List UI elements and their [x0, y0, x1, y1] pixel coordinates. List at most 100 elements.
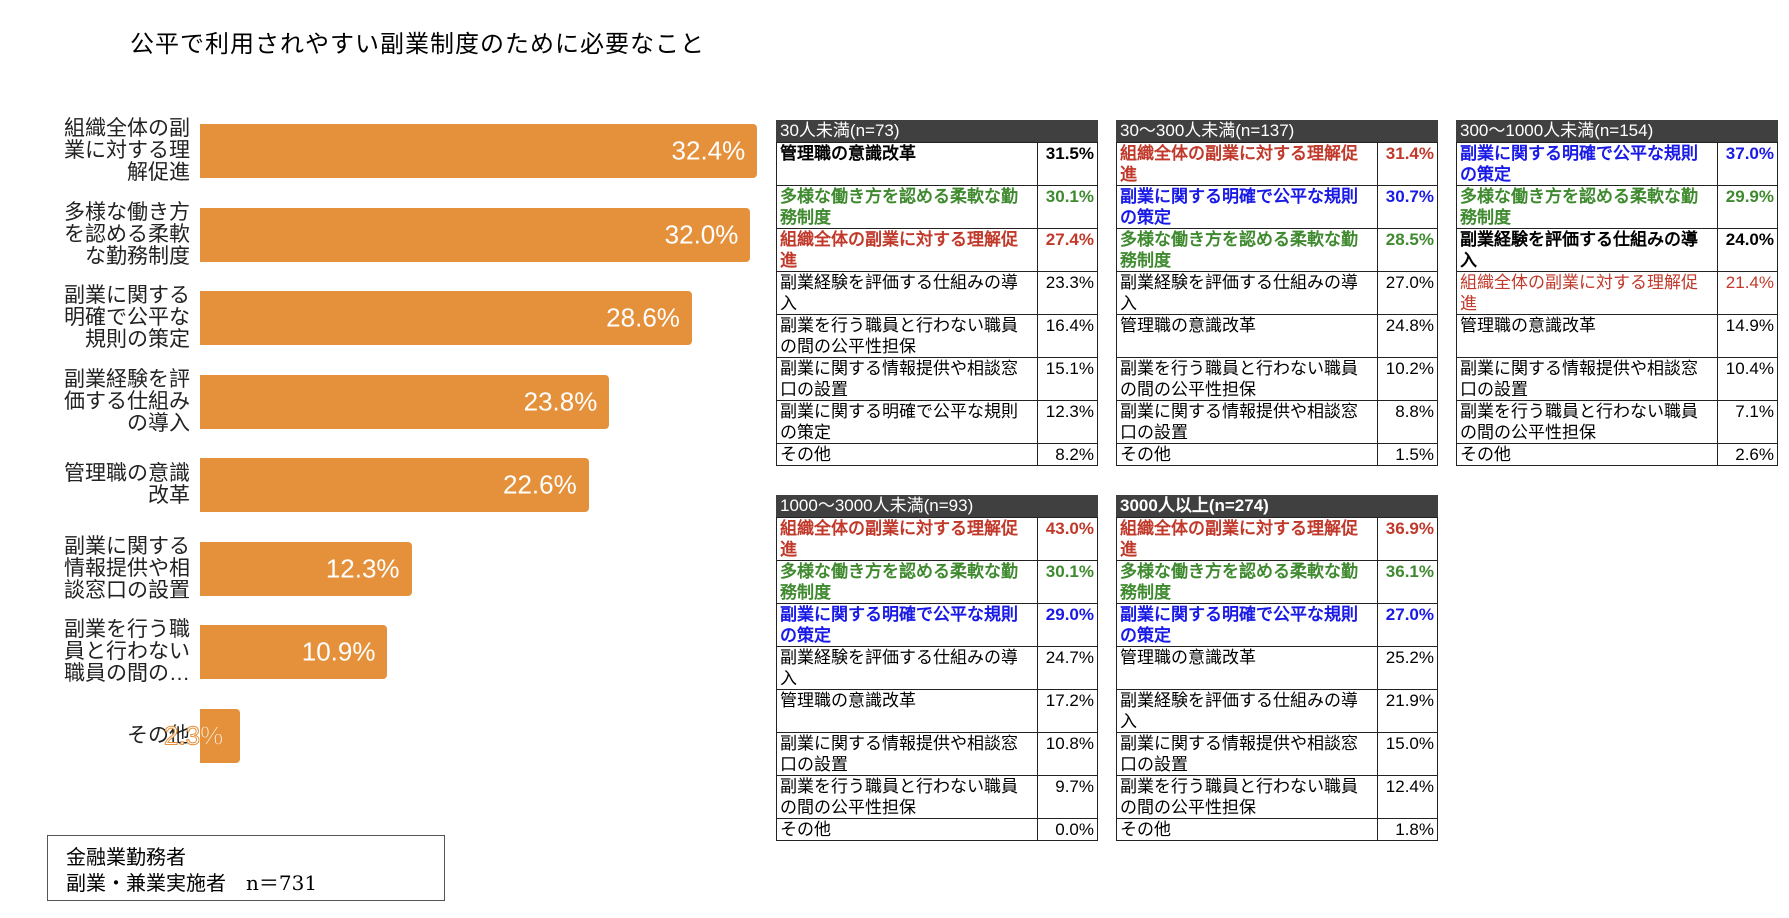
bar: 2.3%	[163, 708, 240, 763]
row-value: 30.7%	[1377, 185, 1438, 229]
row-value: 21.9%	[1377, 689, 1438, 733]
bar-value-label: 32.4%	[671, 135, 746, 166]
table-row: 管理職の意識改革 17.2%	[776, 689, 1098, 733]
chart-title: 公平で利用されやすい副業制度のために必要なこと	[130, 30, 705, 58]
breakdown-table: 300〜1000人未満(n=154) 副業に関する明確で公平な規則の策定 37.0%…	[1456, 120, 1778, 466]
table-row: 多様な働き方を認める柔軟な勤務制度 29.9%	[1456, 185, 1778, 229]
table-header: 3000人以上(n=274)	[1116, 495, 1438, 517]
row-value: 29.0%	[1037, 603, 1098, 647]
bar-category-label: 副業を行う職 員と行わない 職員の間の…	[64, 618, 190, 685]
row-value: 15.0%	[1377, 732, 1438, 776]
table-row: 多様な働き方を認める柔軟な勤務制度 30.1%	[776, 185, 1098, 229]
row-value: 0.0%	[1037, 818, 1098, 841]
row-value: 16.4%	[1037, 314, 1098, 358]
bar-value-label: 10.9%	[301, 636, 376, 667]
breakdown-table: 30〜300人未満(n=137) 組織全体の副業に対する理解促進 31.4% 副業に関…	[1116, 120, 1438, 466]
row-label: 副業を行う職員と行わない職員の間の公平性担保	[776, 775, 1038, 819]
table-header: 30〜300人未満(n=137)	[1116, 120, 1438, 142]
bar-category-label: 多様な働き方 を認める柔軟 な勤務制度	[64, 200, 190, 268]
table-row: 副業に関する情報提供や相談窓口の設置 10.4%	[1456, 357, 1778, 401]
table-row: 副業に関する情報提供や相談窓口の設置 15.1%	[776, 357, 1098, 401]
row-value: 17.2%	[1037, 689, 1098, 733]
table-row: 副業経験を評価する仕組みの導入 27.0%	[1116, 271, 1438, 315]
row-label: 副業経験を評価する仕組みの導入	[1116, 271, 1378, 315]
table-row: 副業を行う職員と行わない職員の間の公平性担保 16.4%	[776, 314, 1098, 358]
legend-line-1: 金融業勤務者	[66, 845, 186, 869]
row-label: 組織全体の副業に対する理解促進	[1116, 142, 1378, 186]
row-value: 28.5%	[1377, 228, 1438, 272]
row-label: 副業に関する明確で公平な規則の策定	[1116, 185, 1378, 229]
bar: 32.0%	[200, 207, 751, 262]
table-row: 副業を行う職員と行わない職員の間の公平性担保 10.2%	[1116, 357, 1438, 401]
bar-row: 副業に関する 明確で公平な 規則の策定 28.6%	[0, 285, 800, 351]
row-label: 管理職の意識改革	[1116, 314, 1378, 358]
table-row: 組織全体の副業に対する理解促進 31.4%	[1116, 142, 1438, 186]
row-label: 副業経験を評価する仕組みの導入	[1116, 689, 1378, 733]
table-row: その他 8.2%	[776, 443, 1098, 466]
bar-category-label: 副業に関する 情報提供や相 談窓口の設置	[64, 534, 190, 602]
row-label: 副業に関する情報提供や相談窓口の設置	[1116, 732, 1378, 776]
row-value: 8.8%	[1377, 400, 1438, 444]
table-row: 副業経験を評価する仕組みの導入 23.3%	[776, 271, 1098, 315]
bar-category-label: その他	[127, 723, 190, 747]
legend-box: 金融業勤務者 副業・兼業実施者 n＝731	[47, 835, 445, 901]
row-value: 27.0%	[1377, 271, 1438, 315]
bar: 22.6%	[200, 458, 589, 512]
bar: 32.4%	[200, 124, 758, 178]
breakdown-table: 3000人以上(n=274) 組織全体の副業に対する理解促進 36.9% 多様な働き方…	[1116, 495, 1438, 841]
bar-row: 多様な働き方 を認める柔軟 な勤務制度 32.0%	[0, 201, 800, 267]
row-label: 管理職の意識改革	[776, 689, 1038, 733]
table-header: 1000〜3000人未満(n=93)	[776, 495, 1098, 517]
row-label: 管理職の意識改革	[1456, 314, 1718, 358]
table-row: 管理職の意識改革 31.5%	[776, 142, 1098, 186]
row-value: 21.4%	[1717, 271, 1778, 315]
row-label: 組織全体の副業に対する理解促進	[776, 228, 1038, 272]
table-row: 管理職の意識改革 24.8%	[1116, 314, 1438, 358]
row-value: 12.4%	[1377, 775, 1438, 819]
row-label: その他	[1116, 818, 1378, 841]
table-row: 組織全体の副業に対する理解促進 21.4%	[1456, 271, 1778, 315]
table-row: 副業を行う職員と行わない職員の間の公平性担保 9.7%	[776, 775, 1098, 819]
row-value: 24.7%	[1037, 646, 1098, 690]
row-label: 副業に関する明確で公平な規則の策定	[776, 400, 1038, 444]
row-value: 29.9%	[1717, 185, 1778, 229]
table-row: 多様な働き方を認める柔軟な勤務制度 36.1%	[1116, 560, 1438, 604]
row-label: 副業を行う職員と行わない職員の間の公平性担保	[1456, 400, 1718, 444]
table-row: 副業経験を評価する仕組みの導入 21.9%	[1116, 689, 1438, 733]
bar-row: 管理職の意識 改革 22.6%	[0, 458, 800, 512]
table-row: 副業を行う職員と行わない職員の間の公平性担保 7.1%	[1456, 400, 1778, 444]
bar-row: 副業に関する 情報提供や相 談窓口の設置 12.3%	[0, 535, 800, 601]
row-label: その他	[1456, 443, 1718, 466]
table-row: 副業に関する情報提供や相談窓口の設置 8.8%	[1116, 400, 1438, 444]
row-value: 8.2%	[1037, 443, 1098, 466]
row-label: 副業を行う職員と行わない職員の間の公平性担保	[1116, 357, 1378, 401]
row-value: 36.9%	[1377, 517, 1438, 561]
bar-row: 副業経験を評 価する仕組み の導入 23.8%	[0, 368, 800, 434]
table-row: 多様な働き方を認める柔軟な勤務制度 30.1%	[776, 560, 1098, 604]
table-row: 多様な働き方を認める柔軟な勤務制度 28.5%	[1116, 228, 1438, 272]
row-label: その他	[776, 818, 1038, 841]
bar: 12.3%	[200, 541, 412, 596]
table-row: 組織全体の副業に対する理解促進 27.4%	[776, 228, 1098, 272]
row-value: 7.1%	[1717, 400, 1778, 444]
row-label: 副業に関する明確で公平な規則の策定	[1456, 142, 1718, 186]
row-value: 10.4%	[1717, 357, 1778, 401]
row-value: 27.0%	[1377, 603, 1438, 647]
bar-row: その他 2.3%	[0, 708, 800, 763]
row-label: 副業に関する明確で公平な規則の策定	[776, 603, 1038, 647]
table-header: 30人未満(n=73)	[776, 120, 1098, 142]
table-row: その他 0.0%	[776, 818, 1098, 841]
bar-category-label: 管理職の意識 改革	[64, 462, 190, 507]
bar: 28.6%	[200, 291, 692, 345]
row-value: 12.3%	[1037, 400, 1098, 444]
row-value: 2.6%	[1717, 443, 1778, 466]
row-value: 15.1%	[1037, 357, 1098, 401]
row-value: 30.1%	[1037, 185, 1098, 229]
row-value: 31.4%	[1377, 142, 1438, 186]
row-value: 1.5%	[1377, 443, 1438, 466]
table-header: 300〜1000人未満(n=154)	[1456, 120, 1778, 142]
row-value: 27.4%	[1037, 228, 1098, 272]
bar-row: 副業を行う職 員と行わない 職員の間の… 10.9%	[0, 619, 800, 685]
table-row: 管理職の意識改革 14.9%	[1456, 314, 1778, 358]
row-label: 組織全体の副業に対する理解促進	[1456, 271, 1718, 315]
